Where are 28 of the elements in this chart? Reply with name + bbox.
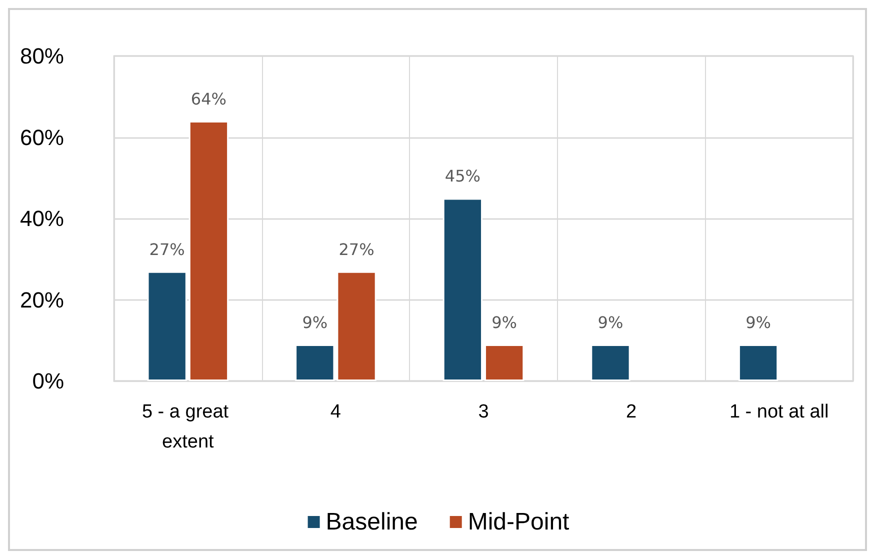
x-tick-label: 5 - a great extent: [142, 402, 234, 452]
bar: [336, 271, 376, 381]
bar: [147, 271, 187, 381]
data-label: 9%: [746, 312, 771, 332]
y-tick-label: 20%: [20, 287, 64, 312]
bar: [188, 121, 229, 381]
bar: [590, 344, 630, 381]
x-tick-label: 3: [478, 402, 489, 422]
legend-label: Baseline: [326, 508, 418, 536]
y-tick-label: 40%: [20, 206, 64, 231]
data-label: 9%: [492, 312, 518, 332]
data-label: 9%: [598, 312, 624, 332]
data-label: 27%: [149, 240, 185, 259]
data-label: 45%: [444, 166, 480, 186]
x-tick-label: 1 - not at all: [729, 402, 829, 422]
bar: [295, 344, 335, 381]
x-tick-label: 2: [626, 402, 637, 422]
legend-label: Mid-Point: [468, 508, 570, 536]
y-tick-label: 80%: [20, 44, 64, 68]
y-tick-label: 0%: [32, 368, 64, 394]
y-tick-label: 60%: [20, 124, 64, 150]
x-tick-label: 4: [330, 402, 342, 422]
bar: [738, 344, 778, 381]
bar: [484, 344, 524, 381]
data-label: 9%: [302, 312, 328, 332]
data-label: 27%: [338, 240, 374, 259]
bar: [442, 198, 483, 381]
data-label: 64%: [190, 90, 226, 108]
